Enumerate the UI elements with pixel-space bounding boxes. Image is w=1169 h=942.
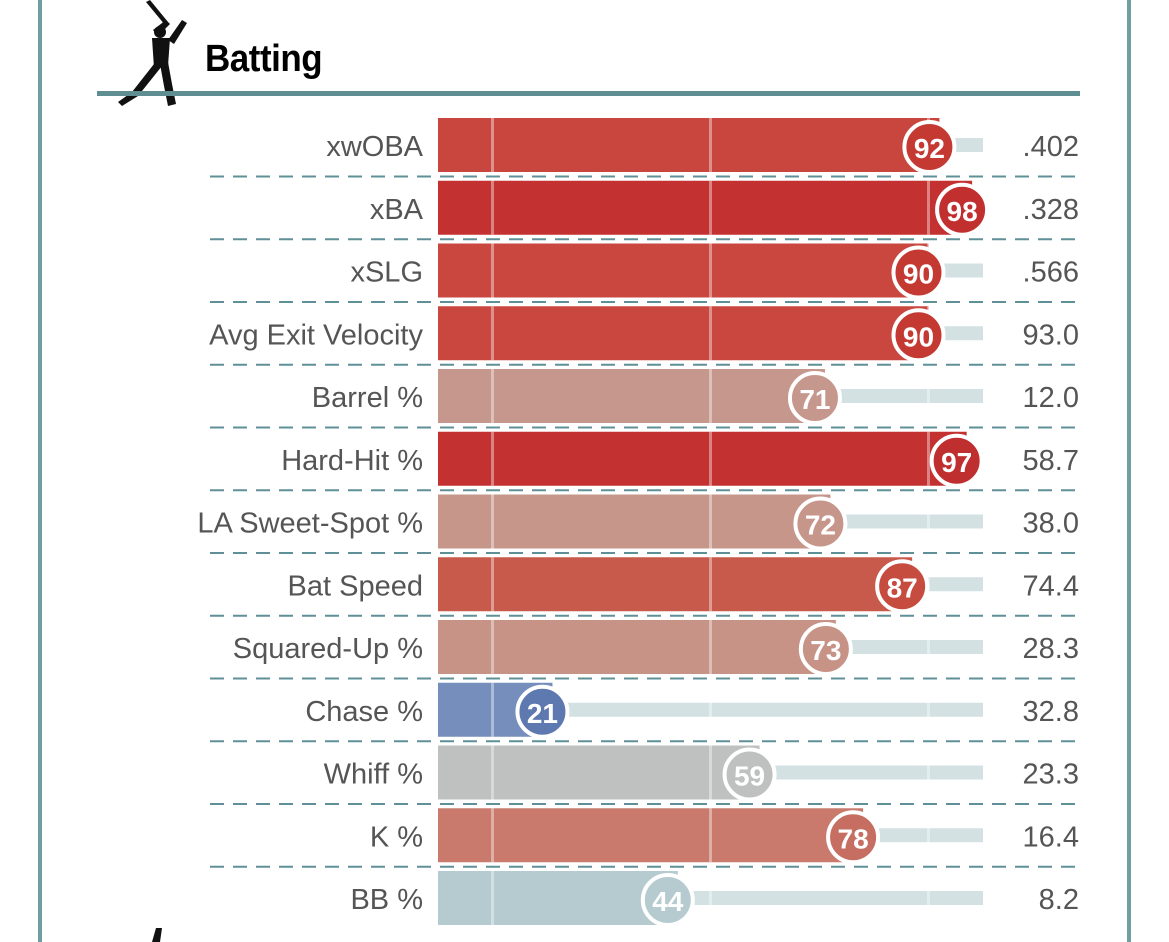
percentile-bar bbox=[438, 494, 831, 549]
percentile-value: 44 bbox=[652, 886, 684, 917]
percentile-circle bbox=[891, 308, 946, 363]
percentile-value: 78 bbox=[838, 823, 869, 854]
stat-value: 28.3 bbox=[1023, 633, 1079, 665]
stat-value: 32.8 bbox=[1023, 696, 1079, 728]
percentile-bar bbox=[438, 745, 760, 800]
percentile-bar bbox=[438, 808, 864, 863]
stat-value: 93.0 bbox=[1023, 319, 1079, 351]
percentile-circle bbox=[826, 810, 881, 865]
percentile-circle bbox=[875, 559, 930, 614]
stat-value: 16.4 bbox=[1023, 821, 1079, 853]
frame-right-border bbox=[1127, 0, 1131, 942]
percentile-circle bbox=[793, 496, 848, 551]
metric-label: xSLG bbox=[350, 257, 423, 289]
metric-label: Bat Speed bbox=[288, 570, 423, 602]
percentile-bar bbox=[438, 557, 913, 612]
percentile-value: 59 bbox=[734, 761, 765, 792]
frame-left-border bbox=[38, 0, 42, 942]
metric-label: LA Sweet-Spot % bbox=[197, 508, 423, 540]
percentile-value: 21 bbox=[527, 698, 558, 729]
percentile-bar bbox=[438, 306, 929, 361]
percentile-value: 90 bbox=[903, 259, 934, 290]
metric-label: Whiff % bbox=[324, 759, 423, 791]
metric-label: xwOBA bbox=[326, 131, 423, 163]
percentile-value: 98 bbox=[947, 196, 978, 227]
stat-value: 74.4 bbox=[1023, 570, 1079, 602]
track-bar bbox=[438, 702, 983, 717]
percentile-bar bbox=[438, 118, 940, 172]
metric-label: K % bbox=[370, 821, 423, 853]
stat-value: .566 bbox=[1023, 257, 1079, 289]
percentile-value: 73 bbox=[810, 635, 841, 666]
section-title: Batting bbox=[205, 38, 323, 80]
percentile-bar bbox=[438, 620, 836, 674]
metric-label: Squared-Up % bbox=[233, 633, 423, 665]
percentile-circle bbox=[929, 433, 984, 488]
percentile-value: 71 bbox=[799, 384, 830, 415]
metric-label: Avg Exit Velocity bbox=[209, 319, 423, 351]
metric-label: Hard-Hit % bbox=[281, 445, 423, 477]
percentile-bar bbox=[438, 871, 678, 925]
percentile-circle bbox=[640, 873, 695, 927]
metric-label: BB % bbox=[350, 884, 423, 916]
metric-label: Chase % bbox=[305, 696, 423, 728]
percentile-value: 97 bbox=[941, 447, 972, 478]
percentile-bar bbox=[438, 431, 967, 486]
percentile-circle bbox=[902, 120, 957, 174]
stat-value: 58.7 bbox=[1023, 445, 1079, 477]
percentile-circle bbox=[722, 747, 777, 802]
metric-label: xBA bbox=[370, 194, 424, 226]
percentile-bar bbox=[438, 369, 825, 423]
percentile-bar bbox=[438, 180, 973, 235]
percentile-value: 92 bbox=[914, 133, 945, 164]
next-section-icon-partial bbox=[152, 928, 162, 942]
percentile-value: 87 bbox=[887, 572, 918, 603]
percentile-circle bbox=[798, 622, 853, 676]
metric-label: Barrel % bbox=[312, 382, 423, 414]
percentile-value: 72 bbox=[805, 510, 836, 541]
percentile-value: 90 bbox=[903, 321, 934, 352]
stat-value: 38.0 bbox=[1023, 508, 1079, 540]
stat-value: .328 bbox=[1023, 194, 1079, 226]
percentile-bar bbox=[438, 243, 929, 298]
percentile-circle bbox=[787, 371, 842, 425]
stat-value: 8.2 bbox=[1039, 884, 1079, 916]
percentile-circle bbox=[935, 182, 990, 237]
stat-value: .402 bbox=[1023, 131, 1079, 163]
header-rule bbox=[97, 91, 1080, 96]
stat-value: 23.3 bbox=[1023, 759, 1079, 791]
percentile-circle bbox=[891, 245, 946, 300]
stat-value: 12.0 bbox=[1023, 382, 1079, 414]
percentile-circle bbox=[515, 684, 570, 739]
